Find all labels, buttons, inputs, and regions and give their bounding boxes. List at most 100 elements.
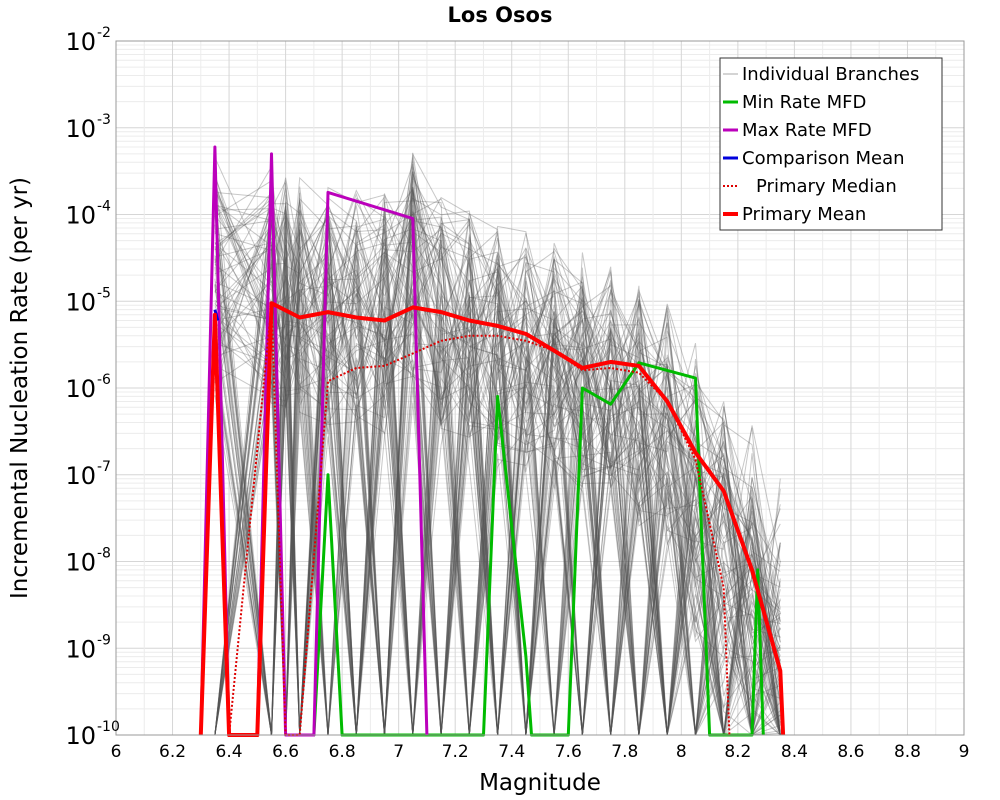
plot-frame [115, 40, 965, 736]
branch-line [214, 211, 781, 736]
y-tick-label: 10 -7 [65, 459, 111, 490]
branch-line [214, 190, 781, 736]
y-tick-exponent: -5 [97, 285, 111, 301]
branch-line [214, 231, 781, 736]
branch-line [214, 157, 781, 736]
branch-line [214, 215, 781, 736]
y-tick-base: 10 [65, 288, 96, 316]
branch-line [214, 195, 781, 736]
legend-label: Individual Branches [742, 64, 919, 85]
y-tick-exponent: -8 [97, 546, 111, 562]
y-tick-exponent: -7 [97, 459, 111, 475]
branch-line [214, 181, 781, 736]
branch-line [214, 244, 781, 736]
branch-line [214, 152, 781, 736]
y-tick-exponent: -2 [97, 25, 111, 41]
branch-line [214, 213, 781, 736]
series-max-rate-mfd-line [199, 145, 429, 737]
branch-line [214, 197, 781, 736]
branch-line [214, 180, 781, 736]
branch-line [214, 306, 781, 736]
y-tick-label: 10 -10 [65, 719, 119, 750]
branch-line [214, 187, 781, 736]
x-tick-label: 6.2 [159, 742, 186, 762]
branch-line [214, 208, 781, 736]
legend: Individual Branches Min Rate MFD Max Rate … [719, 57, 943, 231]
branch-line [214, 215, 781, 736]
y-axis-label: Incremental Nucleation Rate (per yr) [7, 177, 33, 599]
branch-line [214, 197, 781, 736]
branch-line [214, 157, 781, 736]
branch-line [214, 244, 781, 736]
y-tick-base: 10 [65, 722, 96, 750]
branch-line [214, 205, 781, 736]
x-tick-label: 8.2 [724, 742, 751, 762]
branch-line [214, 209, 781, 736]
branch-line [214, 203, 781, 736]
branch-line [214, 221, 781, 736]
y-tick-label: 10 -2 [65, 25, 111, 56]
branch-line [214, 205, 781, 736]
branch-line [214, 224, 781, 736]
x-tick-label: 6 [111, 742, 122, 762]
x-tick-label: 8.6 [837, 742, 864, 762]
branch-line [214, 188, 781, 736]
y-tick-label: 10 -6 [65, 372, 111, 403]
y-tick-label: 10 -5 [65, 285, 111, 316]
x-tick-label: 7 [393, 742, 404, 762]
branch-line [214, 209, 781, 736]
x-tick-label: 8.4 [781, 742, 808, 762]
x-tick-label: 7.4 [498, 742, 525, 762]
branch-line [214, 164, 781, 736]
branch-line [214, 248, 781, 736]
branch-line [214, 197, 781, 736]
branch-line [214, 207, 781, 736]
branch-line [214, 242, 781, 736]
branch-line [214, 192, 781, 736]
y-tick-base: 10 [65, 115, 96, 143]
branch-line [214, 211, 781, 736]
y-tick-base: 10 [65, 375, 96, 403]
branch-line [214, 236, 781, 736]
branch-line [214, 267, 781, 737]
branch-line [214, 197, 781, 736]
branch-line [214, 231, 781, 736]
y-tick-base: 10 [65, 202, 96, 230]
y-tick-label: 10 -8 [65, 546, 111, 577]
branch-line [214, 198, 781, 736]
y-tick-base: 10 [65, 462, 96, 490]
x-tick-label: 7.2 [442, 742, 469, 762]
branch-line [214, 152, 781, 736]
branch-line [214, 166, 781, 736]
legend-label: Min Rate MFD [742, 92, 866, 113]
branch-line [214, 205, 781, 736]
x-axis-label: Magnitude [479, 770, 601, 796]
y-tick-base: 10 [65, 635, 96, 663]
y-tick-label: 10 -4 [65, 199, 111, 230]
legend-label: Primary Mean [742, 204, 866, 225]
x-tick-label: 7.8 [611, 742, 638, 762]
x-tick-label: 6.8 [329, 742, 356, 762]
x-tick-label: 6.4 [216, 742, 243, 762]
legend-label: Comparison Mean [742, 148, 905, 169]
branch-line [214, 226, 781, 736]
branch-line [214, 228, 781, 736]
x-tick-label: 9 [959, 742, 970, 762]
y-tick-exponent: -4 [97, 199, 111, 215]
branch-line [214, 244, 781, 736]
branch-line [214, 205, 781, 736]
y-tick-exponent: -3 [97, 112, 111, 128]
y-tick-exponent: -9 [97, 632, 111, 648]
x-tick-label: 8 [676, 742, 687, 762]
y-tick-base: 10 [65, 549, 96, 577]
x-tick-label: 8.8 [894, 742, 921, 762]
y-tick-exponent: -10 [97, 719, 120, 735]
x-tick-label: 7.6 [555, 742, 582, 762]
y-tick-label: 10 -3 [65, 112, 111, 143]
chart-title: Los Osos [448, 3, 553, 27]
legend-box [719, 57, 943, 231]
legend-label: Primary Median [756, 176, 897, 197]
legend-label: Max Rate MFD [742, 120, 872, 141]
